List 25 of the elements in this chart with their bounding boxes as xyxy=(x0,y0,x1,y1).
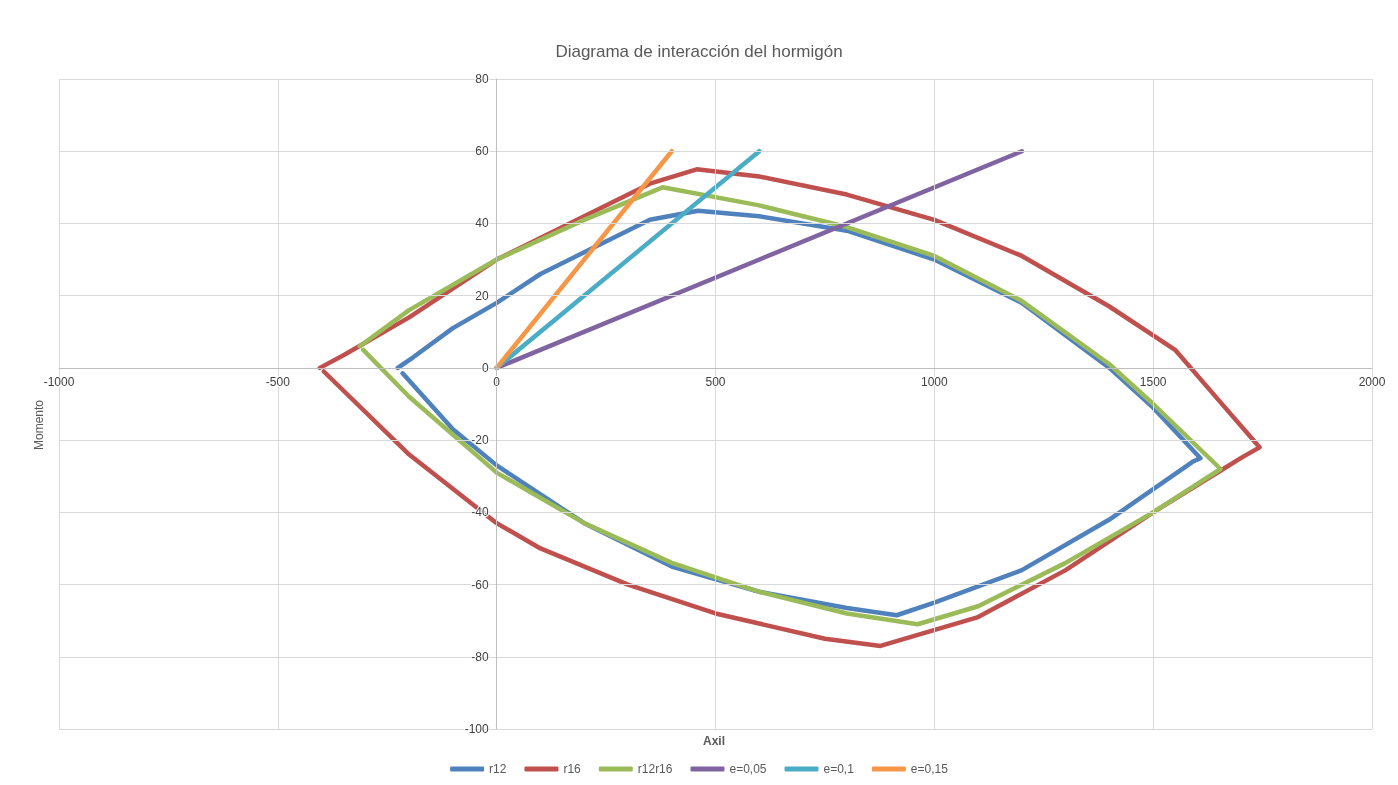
y-tick-label: -100 xyxy=(464,722,489,736)
y-tick-label: 40 xyxy=(475,216,489,231)
x-tick-label: 1500 xyxy=(1139,374,1167,389)
x-tick-label: 1000 xyxy=(920,374,948,389)
x-tick-label: 0 xyxy=(493,374,501,389)
legend-label: r12 xyxy=(489,762,507,776)
x-tick-label: 2000 xyxy=(1358,374,1386,389)
legend-label: e=0,15 xyxy=(910,762,949,776)
x-tick-label: -500 xyxy=(265,374,291,389)
legend-label: r12r16 xyxy=(637,762,673,776)
y-tick-label: 20 xyxy=(475,288,489,303)
x-tick-label: 500 xyxy=(705,374,726,389)
x-tick-label: -1000 xyxy=(43,374,75,389)
y-tick-label: -20 xyxy=(471,433,489,448)
y-tick-label: -60 xyxy=(471,577,489,592)
legend-label: e=0,05 xyxy=(729,762,767,776)
chart-title: Diagrama de interacción del hormigón xyxy=(555,42,843,61)
y-tick-label: -80 xyxy=(471,649,489,664)
legend-label: e=0,1 xyxy=(823,762,855,776)
x-axis-title: Axil xyxy=(703,734,726,748)
y-tick-label: 80 xyxy=(475,72,489,86)
legend-label: r16 xyxy=(563,762,582,776)
y-tick-label: 60 xyxy=(475,144,489,159)
y-tick-label: 0 xyxy=(481,360,489,375)
y-axis-title: Momento xyxy=(32,399,46,451)
